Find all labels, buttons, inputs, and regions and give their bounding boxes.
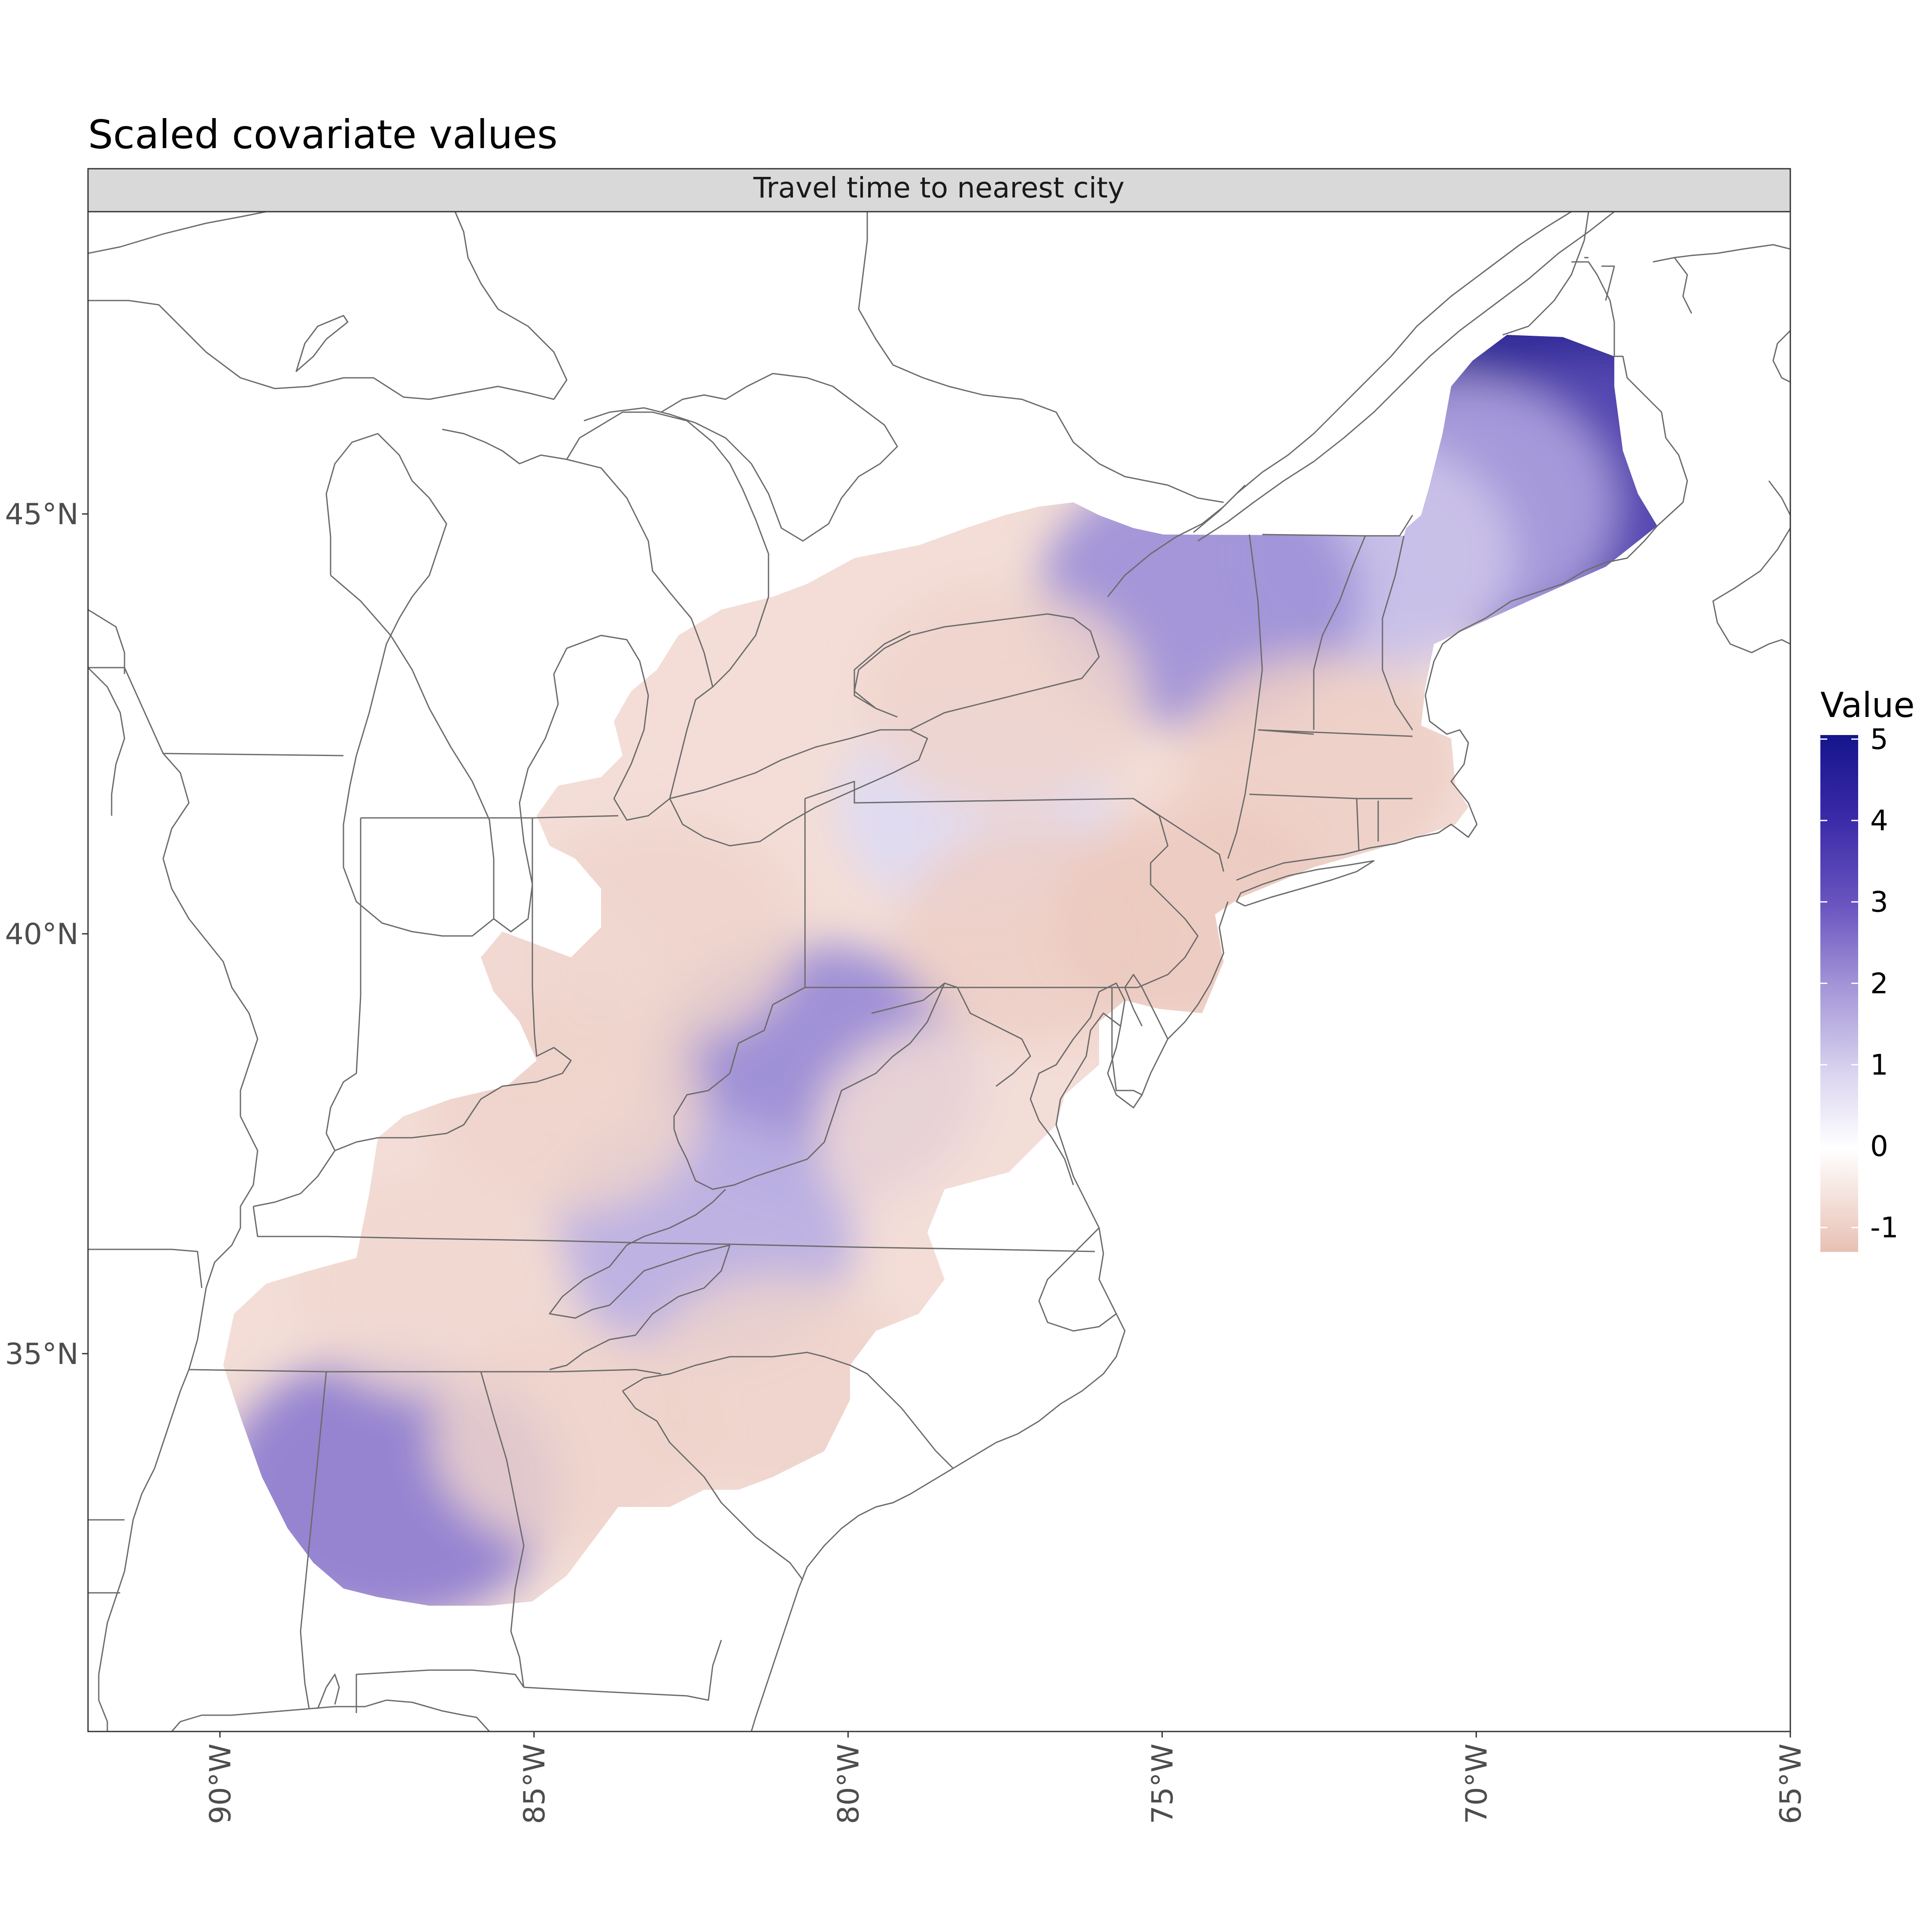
facet-strip-background (87, 168, 1791, 213)
northern-quebec-boundary (1502, 212, 1615, 356)
legend-colorbar (1820, 735, 1858, 1252)
keweenaw-peninsula (295, 315, 349, 372)
x-tick-label: 75°W (1146, 1744, 1180, 1824)
new-england-coast (1236, 695, 1478, 881)
indiana-ohio-border (532, 818, 535, 1035)
maine-coast (1425, 526, 1658, 696)
map-boundaries (88, 212, 1790, 1732)
chesapeake-bay (1030, 982, 1126, 1185)
legend-tick-label: 1 (1870, 1048, 1888, 1081)
west-virginia-virginia-border (626, 983, 945, 1246)
legend-tick-label: 0 (1870, 1130, 1888, 1163)
facet-strip: Travel time to nearest city (87, 168, 1791, 213)
lake-superior-shoreline (88, 212, 568, 400)
lake-michigan-shoreline (330, 428, 714, 933)
delaware-bay (1124, 974, 1169, 1039)
ohio-river (253, 1034, 572, 1207)
facet-strip-label: Travel time to nearest city (753, 171, 1124, 204)
massachusetts-border (1249, 729, 1413, 851)
wisconsin-illinois-border (88, 667, 344, 756)
mississippi-river (88, 609, 258, 1732)
x-axis: 90°W 85°W 80°W 75°W 70°W 65°W (204, 1732, 1808, 1824)
louisiana-mississippi-border (88, 1519, 125, 1594)
raster-cell (866, 587, 1145, 811)
y-axis: 45°N 40°N 35°N (5, 498, 88, 1371)
maine-new-hampshire-border (1382, 535, 1413, 730)
alabama-georgia-border (480, 1371, 722, 1701)
legend-tick-label: 5 (1870, 723, 1888, 756)
x-tick-label: 85°W (518, 1744, 552, 1824)
nova-scotia-coast (1712, 528, 1790, 653)
vermont-new-hampshire (1258, 515, 1413, 735)
lake-michigan-west-shore (325, 433, 494, 937)
st-lawrence-river (1193, 212, 1615, 542)
virginia-kentucky-border (549, 1244, 730, 1319)
x-tick-label: 70°W (1460, 1744, 1494, 1824)
legend-tick-label: 4 (1870, 804, 1888, 837)
long-island (1236, 860, 1375, 907)
new-york-border (1133, 534, 1263, 872)
georgia-south-carolina-border (622, 1391, 804, 1580)
x-tick-label: 90°W (204, 1744, 237, 1824)
legend-tick-label: 2 (1870, 967, 1888, 1000)
tennessee-north-carolina-border (549, 1245, 731, 1370)
arkansas-tennessee-border (88, 1249, 203, 1288)
iowa-missouri-border (88, 667, 125, 816)
map-panel (87, 211, 1791, 1732)
y-tick-label: 35°N (5, 1337, 79, 1371)
florida-panhandle (355, 1669, 525, 1713)
michigan-indiana-border (361, 815, 619, 819)
legend-title: Value (1820, 685, 1915, 725)
legend-tick-label: -1 (1870, 1211, 1899, 1244)
gulf-coast (171, 1699, 490, 1732)
maryland-virginia-border (871, 982, 1142, 1096)
mid-atlantic-coast (750, 901, 1229, 1732)
new-brunswick-boundary (1614, 244, 1790, 527)
mobile-bay (317, 1674, 340, 1709)
y-tick-label: 45°N (5, 498, 79, 532)
x-tick-label: 65°W (1774, 1744, 1808, 1824)
kentucky-tennessee-border (252, 1206, 1095, 1252)
legend-tick-label: 3 (1870, 886, 1888, 919)
panel-border (87, 211, 1791, 1732)
plot-title: Scaled covariate values (88, 112, 558, 158)
lake-huron-shoreline (566, 373, 898, 688)
lake-ontario-shoreline (854, 613, 1100, 731)
carolinas-border (622, 1352, 954, 1469)
y-tick-label: 40°N (5, 917, 79, 951)
x-tick-label: 80°W (832, 1744, 866, 1824)
ottawa-river (858, 212, 1224, 503)
legend: Value 5 4 3 2 1 0 -1 (1820, 685, 1915, 1252)
ohio-wv-border (673, 799, 806, 1129)
mississippi-alabama-border (300, 1371, 327, 1709)
illinois-indiana-border (325, 818, 361, 1151)
lake-erie-shoreline (669, 729, 928, 847)
